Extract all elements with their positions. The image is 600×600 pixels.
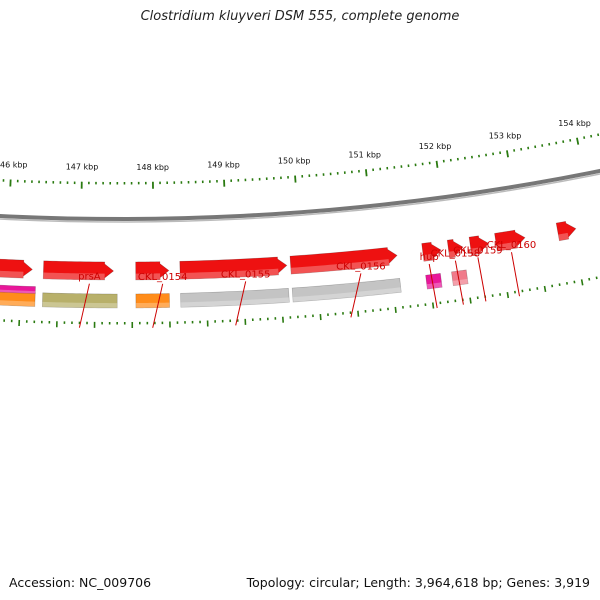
gene-label-ckl_0159: CKL_0159	[453, 245, 503, 256]
feature-highlight-13	[452, 278, 469, 286]
leader-line-5	[428, 263, 438, 309]
feature-tracks	[0, 221, 577, 309]
feature-highlight-10	[290, 259, 390, 275]
gene-label-ckl_0158: CKL_0158	[431, 249, 481, 260]
outer-tick	[431, 302, 435, 309]
ruler-label-151: 151 kbp	[348, 150, 381, 159]
ruler-tick	[597, 133, 600, 137]
feature-highlight-6	[135, 273, 161, 280]
accession-text: Accession: NC_009706	[9, 575, 152, 590]
feature-inner-17	[555, 221, 577, 242]
genome-backbone	[0, 168, 600, 223]
feature-inner-8	[179, 256, 288, 280]
backbone-line	[0, 168, 600, 221]
leader-line-4	[350, 273, 362, 318]
ruler-tick	[506, 150, 509, 158]
feature-outer-7	[180, 287, 290, 308]
feature-inner-2	[0, 258, 33, 279]
feature-outer-11	[425, 273, 443, 290]
feature-highlight-12	[423, 253, 434, 262]
gene-label-ckl_0160: CKL_0160	[487, 240, 537, 251]
feature-highlight-17	[558, 232, 569, 241]
feature-outer2-1	[0, 284, 36, 294]
gene-label-ckl_0155: CKL_0155	[221, 269, 271, 280]
feature-highlight-9	[292, 287, 402, 303]
outer-tick	[543, 285, 547, 293]
outer-tick	[394, 306, 397, 313]
gene-label-prsa: prsA	[78, 272, 101, 283]
gene-label-hup: hup	[420, 252, 439, 263]
feature-highlight-4	[43, 272, 105, 280]
feature-highlight-15	[470, 247, 482, 255]
gene-label-layer: mfdprsACKL_0154CKL_0155CKL_0156hupCKL_01…	[78, 240, 537, 328]
feature-inner-14	[446, 239, 464, 259]
feature-inner-16	[494, 229, 526, 252]
ruler-tick	[576, 137, 580, 145]
outer-tick-row	[3, 276, 598, 328]
feature-highlight-0	[0, 300, 35, 307]
ruler-label-150: 150 kbp	[278, 157, 311, 166]
feature-highlight-5	[135, 302, 170, 308]
ruler-label-147: 147 kbp	[66, 163, 99, 172]
gene-label-ckl_0156: CKL_0156	[336, 261, 386, 272]
outer-tick	[506, 291, 510, 299]
feature-inner-4	[42, 260, 115, 281]
leader-line-1	[78, 283, 90, 328]
backbone-shadow	[0, 173, 600, 223]
feature-outer-3	[41, 292, 118, 309]
feature-highlight-8	[180, 268, 279, 280]
ruler-label-152: 152 kbp	[419, 142, 452, 151]
feature-highlight-2	[0, 270, 24, 279]
feature-outer-13	[451, 269, 469, 287]
outer-tick	[357, 310, 360, 317]
leader-line-2	[152, 283, 164, 328]
feature-inner-6	[135, 261, 170, 281]
ruler-tick	[435, 160, 439, 168]
feature-inner-15	[468, 235, 490, 256]
feature-inner-12	[421, 241, 442, 262]
gene-label-ckl_0154: CKL_0154	[138, 272, 188, 283]
leader-line-8	[511, 252, 520, 297]
feature-outer-5	[135, 293, 170, 309]
ruler-label-149: 149 kbp	[207, 161, 240, 170]
ruler-label-153: 153 kbp	[489, 132, 522, 141]
map-title: Clostridium kluyveri DSM 555, complete g…	[140, 9, 460, 24]
ruler-label-148: 148 kbp	[136, 163, 169, 172]
ruler-tick	[365, 169, 368, 177]
ruler-label-layer: 146 kbp 147 kbp 148 kbp 149 kbp 150 kbp 151 k…	[0, 119, 591, 172]
ruler-tick	[294, 175, 297, 183]
feature-highlight-7	[180, 297, 290, 308]
topology-summary: Topology: circular; Length: 3,964,618 bp…	[246, 575, 590, 590]
ruler-label-154: 154 kbp	[558, 119, 591, 128]
leader-line-7	[477, 257, 487, 302]
ruler-tick-row	[2, 133, 600, 189]
outer-tick	[469, 297, 472, 304]
feature-highlight-11	[426, 282, 443, 290]
ruler-label-146: 146 kbp	[0, 161, 28, 170]
feature-highlight-1	[0, 289, 36, 294]
feature-highlight-14	[448, 250, 456, 258]
leader-line-6	[454, 260, 464, 305]
feature-highlight-3	[42, 301, 118, 308]
feature-outer-9	[291, 277, 402, 303]
outer-tick	[580, 279, 584, 286]
feature-highlight-16	[496, 241, 518, 252]
leader-line-3	[235, 281, 247, 326]
feature-inner-10	[289, 247, 398, 275]
